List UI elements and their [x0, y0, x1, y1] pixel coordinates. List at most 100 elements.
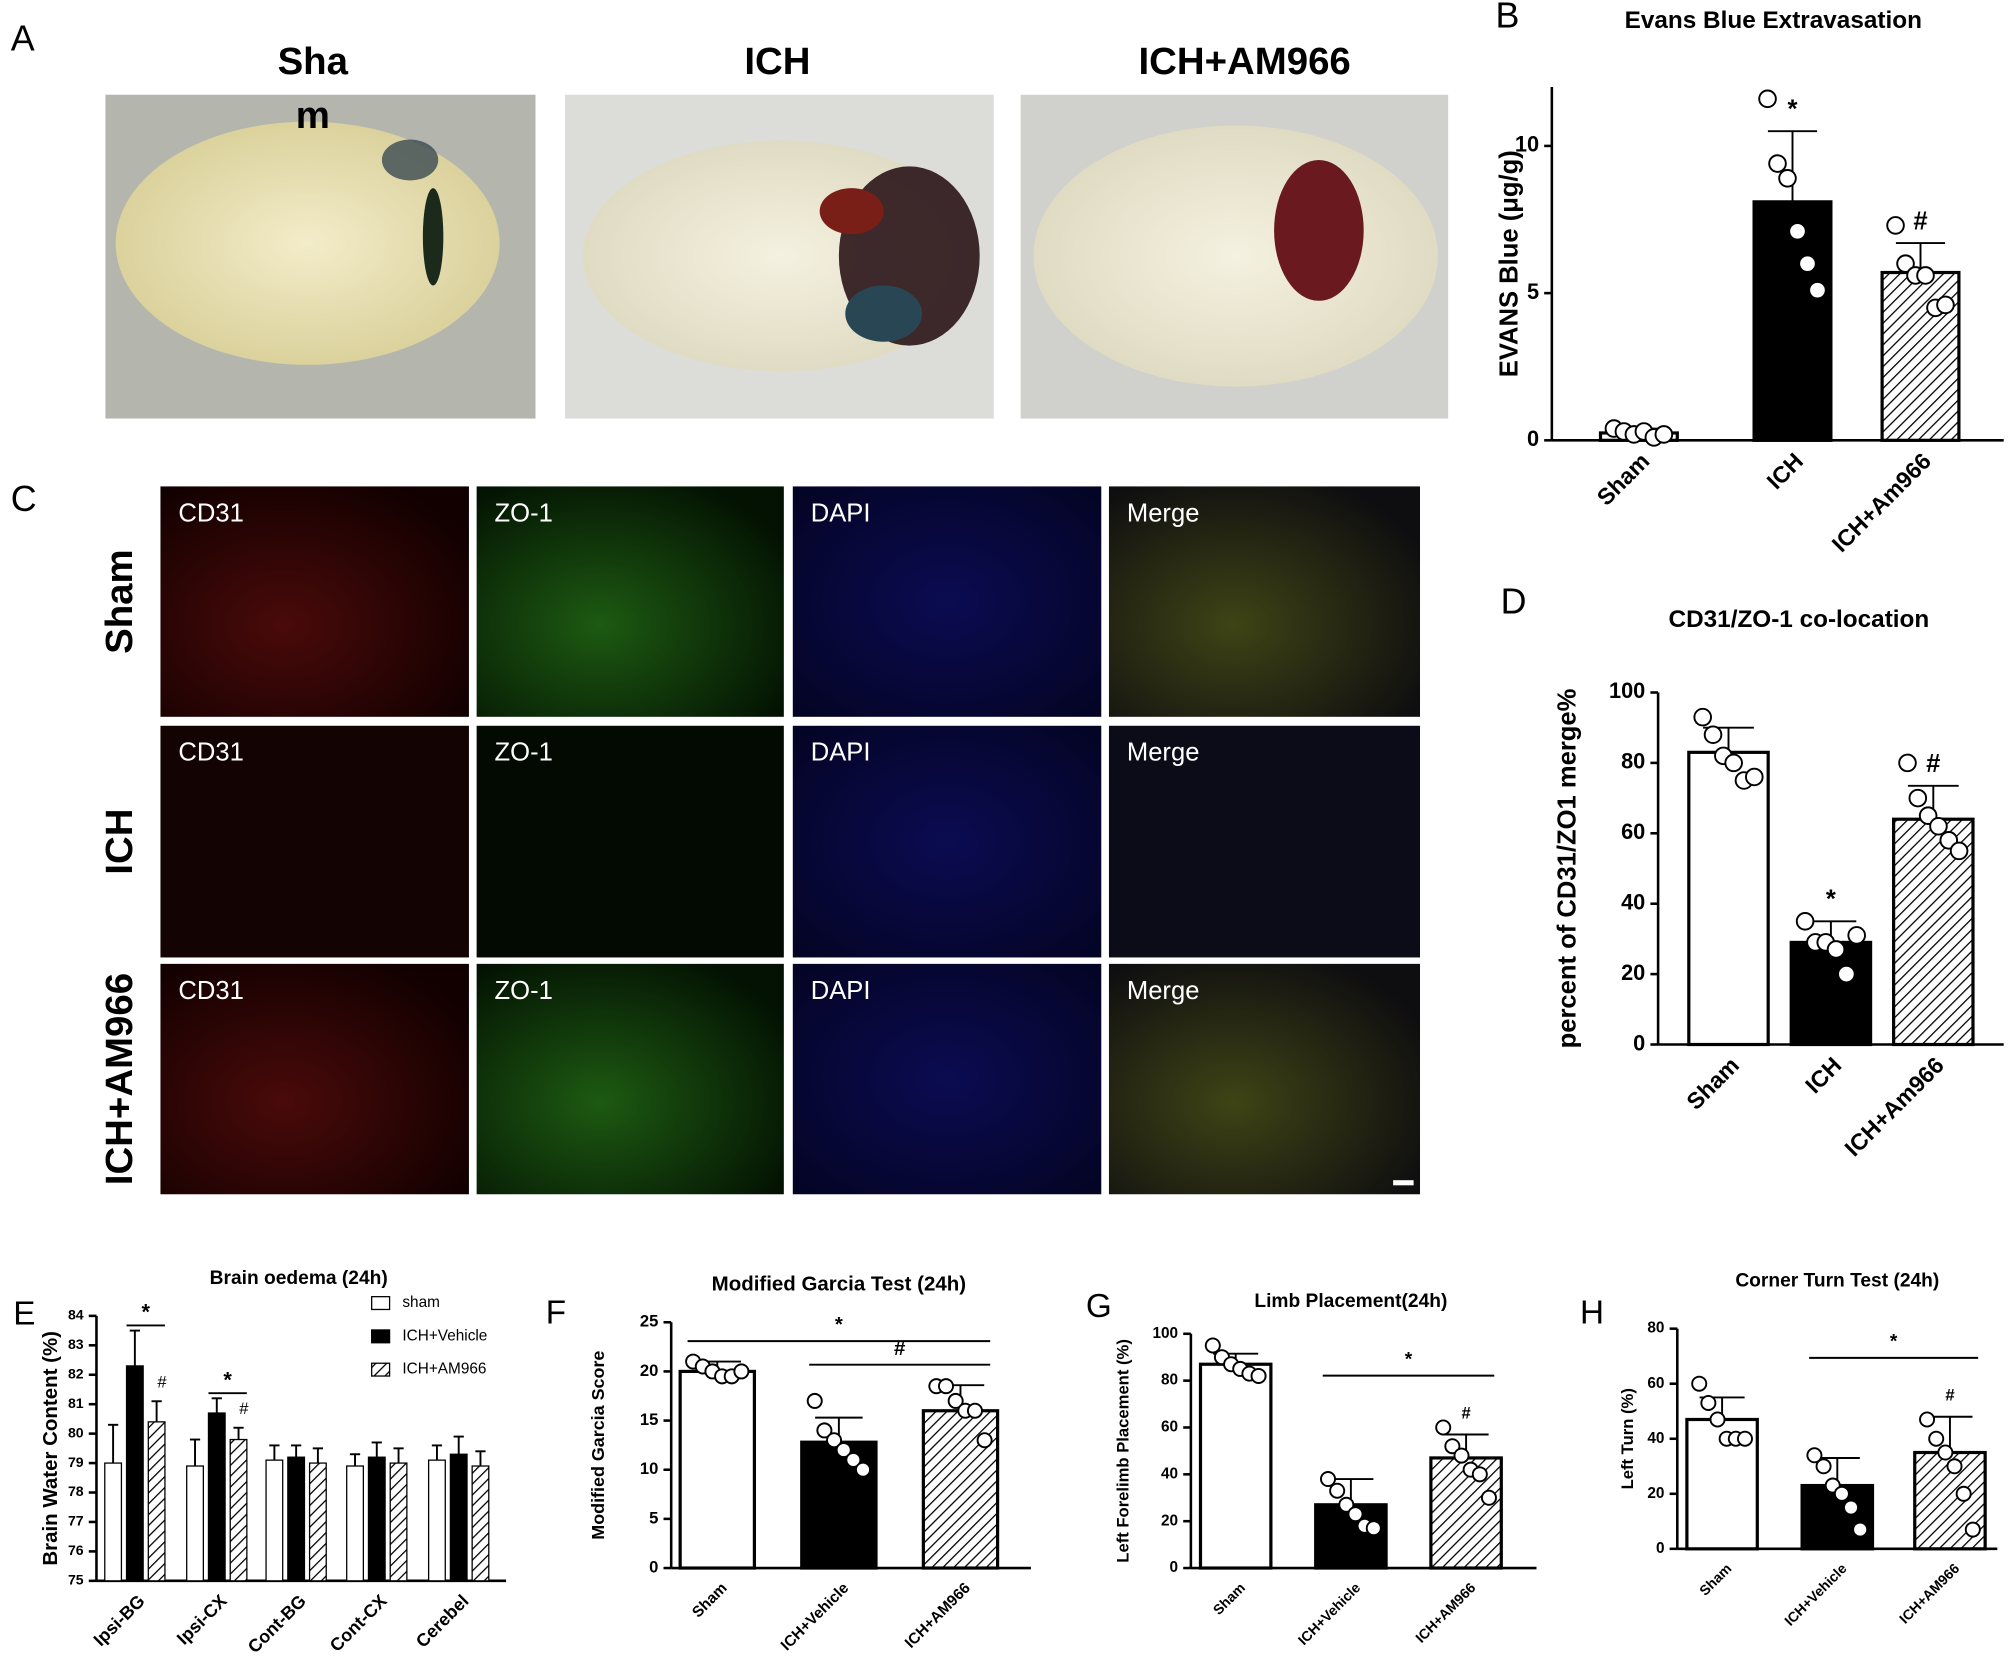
row-label: ICH+AM966 [98, 973, 141, 1185]
y-tick-label: 15 [640, 1410, 658, 1429]
chart-title: Brain oedema (24h) [210, 1268, 388, 1289]
data-point [1815, 1458, 1832, 1475]
channel-label: CD31 [178, 499, 243, 527]
micrograph [1108, 725, 1421, 958]
data-point [966, 1402, 983, 1419]
data-point [1916, 266, 1935, 285]
y-tick-label: 20 [1621, 960, 1645, 985]
data-point [1365, 1520, 1382, 1537]
x-tick-label: ICH+Vehicle [1781, 1560, 1850, 1629]
significance-marker: # [157, 1373, 167, 1392]
y-tick-label: 77 [68, 1513, 84, 1529]
significance-marker: # [1913, 207, 1927, 235]
significance-marker: # [1926, 750, 1940, 778]
channel-label: Merge [1127, 499, 1200, 527]
bar [449, 1453, 468, 1582]
data-point [806, 1392, 823, 1409]
panel-letter: C [11, 479, 37, 519]
channel-label: ZO-1 [495, 739, 553, 767]
scale-bar [1393, 1180, 1414, 1186]
data-point [1693, 707, 1712, 727]
data-point [938, 1378, 955, 1395]
bar [125, 1365, 144, 1582]
y-tick-label: 80 [1647, 1320, 1664, 1337]
data-point [1936, 295, 1955, 315]
micrograph [792, 725, 1102, 958]
bar [427, 1459, 446, 1582]
data-point [1204, 1337, 1221, 1354]
x-tick-label: ICH+AM966 [1412, 1579, 1478, 1645]
y-tick-label: 20 [1161, 1512, 1178, 1529]
y-axis-label: Modified Garcia Score [588, 1351, 608, 1540]
panel-a-photos [105, 94, 1449, 419]
legend-swatch [371, 1296, 391, 1311]
data-point [1320, 1471, 1337, 1488]
photo [819, 188, 884, 235]
data-point [1826, 940, 1846, 959]
panel-c-micrographs [160, 486, 1421, 1195]
x-tick-label: ICH+Am966 [1827, 448, 1936, 557]
significance-marker: * [223, 1367, 232, 1392]
y-tick-label: 0 [649, 1557, 658, 1576]
y-tick-label: 82 [68, 1365, 84, 1381]
x-tick-label: Cont-CX [326, 1591, 391, 1656]
significance-marker: # [894, 1337, 906, 1360]
micrograph [160, 725, 469, 958]
x-tick-label: Sham [689, 1580, 731, 1622]
channel-label: ZO-1 [495, 977, 553, 1005]
y-tick-label: 40 [1647, 1430, 1664, 1447]
y-tick-label: 10 [640, 1459, 658, 1478]
micrograph [476, 963, 784, 1195]
channel-label: CD31 [178, 977, 243, 1005]
data-point [1886, 216, 1905, 235]
x-tick-label: ICH+Vehicle [778, 1579, 853, 1654]
data-point [1929, 816, 1948, 836]
bar [800, 1440, 878, 1570]
y-tick-label: 0 [1656, 1540, 1665, 1557]
channel-label: ZO-1 [495, 499, 553, 527]
significance-marker: * [1890, 1332, 1898, 1353]
row-label: Sham [98, 549, 141, 654]
channel-label: DAPI [811, 739, 871, 767]
y-tick-label: 78 [68, 1483, 84, 1499]
y-tick-label: 0 [1633, 1030, 1645, 1055]
y-tick-label: 25 [640, 1312, 658, 1331]
y-tick-label: 40 [1621, 889, 1645, 914]
micrograph [792, 963, 1102, 1195]
y-tick-label: 84 [68, 1307, 84, 1323]
data-point [1745, 767, 1764, 787]
x-tick-label: Cerebel [412, 1591, 473, 1652]
data-point [1654, 425, 1674, 444]
y-tick-label: 60 [1647, 1375, 1664, 1392]
x-tick-label: Sham [1696, 1560, 1734, 1598]
photo [422, 188, 444, 286]
data-point [816, 1422, 833, 1439]
data-point [1778, 169, 1797, 188]
data-point [1435, 1419, 1452, 1436]
photo-label: ICH [744, 40, 810, 83]
data-point [1964, 1521, 1981, 1538]
bar [367, 1456, 386, 1582]
channel-label: DAPI [811, 499, 871, 527]
channel-label: Merge [1127, 739, 1200, 767]
data-point [1444, 1438, 1461, 1455]
data-point [855, 1461, 872, 1478]
data-point [1700, 1394, 1717, 1411]
bar [1789, 940, 1873, 1047]
photo [381, 139, 439, 181]
bar [1429, 1456, 1503, 1570]
data-point [1898, 753, 1917, 773]
y-tick-label: 80 [1161, 1372, 1178, 1389]
chart-title: Modified Garcia Test (24h) [712, 1273, 966, 1296]
y-tick-label: 20 [640, 1361, 658, 1380]
y-tick-label: 10 [1515, 132, 1539, 157]
y-tick-label: 80 [68, 1424, 84, 1440]
photo [1033, 125, 1438, 387]
y-tick-label: 60 [1161, 1419, 1178, 1436]
panel-letter: F [546, 1294, 566, 1331]
significance-marker: * [1405, 1349, 1413, 1370]
data-point [1795, 912, 1815, 931]
data-point [1250, 1367, 1267, 1384]
micrograph [792, 486, 1102, 717]
